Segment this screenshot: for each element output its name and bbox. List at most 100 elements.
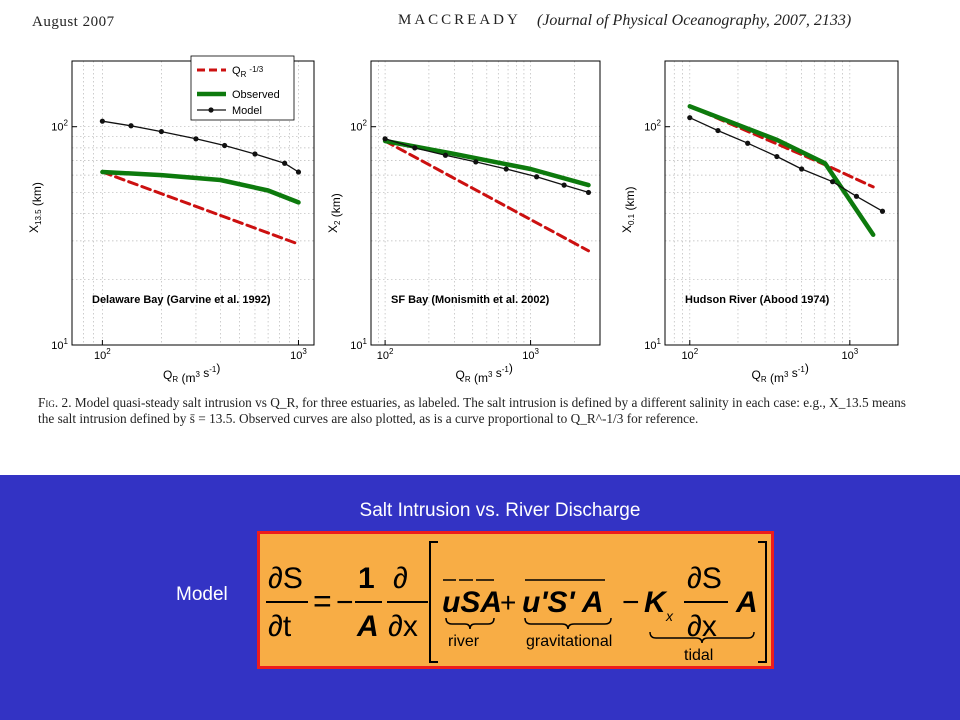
model-point — [879, 208, 886, 214]
observed-line — [382, 138, 591, 188]
x-tick-label: 103 — [290, 347, 307, 362]
model-point — [745, 140, 751, 146]
x-tick-label: 103 — [522, 347, 539, 362]
x-axis-label: QR (m3 s-1) — [456, 361, 513, 385]
x-tick-label: 102 — [681, 347, 698, 362]
eq-dS: ∂S — [268, 562, 303, 595]
author-name: MACCREADY — [398, 12, 521, 28]
caption-text: Model quasi-steady salt intrusion vs Q_R… — [38, 395, 906, 426]
figure-caption: Fig. 2. Model quasi-steady salt intrusio… — [38, 395, 918, 427]
y-axis-label: X2 (km) — [326, 193, 343, 233]
model-point — [252, 151, 258, 157]
model-point — [687, 115, 693, 121]
label-gravitational: gravitational — [526, 633, 612, 650]
model-point — [799, 166, 805, 172]
eq-one: 1 — [358, 562, 375, 595]
model-point — [158, 128, 165, 135]
equation-box: ∂S ∂t = − 1 A ∂ ∂x uSA river + u'S' A gr… — [257, 531, 774, 669]
caption-fig-label: Fig. 2. — [38, 395, 72, 410]
eq-underbrace-gravitational — [524, 617, 612, 630]
legend-model-marker — [208, 107, 214, 113]
y-tick-label: 102 — [644, 119, 661, 134]
model-point — [561, 182, 567, 188]
y-tick-label: 102 — [51, 119, 68, 134]
model-point — [282, 160, 288, 166]
eq-equals: = — [313, 583, 332, 619]
model-point — [99, 118, 105, 124]
eq-dt: ∂t — [268, 610, 292, 643]
chart-annotation: SF Bay (Monismith et al. 2002) — [391, 294, 550, 306]
x-tick-label: 103 — [841, 347, 858, 362]
eq-dx: ∂x — [388, 610, 418, 643]
y-axis-label: X13.5 (km) — [27, 182, 44, 233]
model-point — [442, 152, 449, 158]
chart-annotation: Delaware Bay (Garvine et al. 1992) — [92, 294, 271, 306]
eq-usa-prime: u'S' A — [522, 586, 604, 619]
model-point — [534, 174, 540, 180]
model-point — [412, 145, 418, 151]
model-point — [503, 166, 509, 172]
equation: ∂S ∂t = − 1 A ∂ ∂x uSA river + u'S' A gr… — [266, 541, 767, 664]
observed-line — [100, 169, 301, 205]
chart-legend: QR -1/3 Observed Model — [190, 55, 295, 121]
x-axis-label: QR (m3 s-1) — [163, 361, 220, 385]
eq-d: ∂ — [393, 562, 408, 595]
observed-line — [687, 104, 876, 237]
legend-model-label: Model — [232, 105, 262, 117]
y-tick-label: 101 — [644, 337, 661, 352]
eq-K-subscript: x — [665, 608, 674, 624]
eq-usa: uSA — [442, 586, 502, 619]
label-river: river — [448, 633, 480, 650]
chart-annotation: Hudson River (Abood 1974) — [685, 294, 830, 306]
model-point — [715, 127, 721, 134]
axes-frame — [370, 60, 601, 346]
journal-date: August 2007 — [32, 14, 115, 30]
model-label: Model — [176, 584, 228, 605]
eq-left-bracket — [429, 541, 438, 663]
model-point — [829, 179, 836, 185]
model-line — [384, 138, 590, 194]
model-point — [473, 159, 479, 165]
model-line — [101, 120, 300, 173]
y-tick-label: 102 — [350, 119, 367, 134]
eq-A2: A — [735, 586, 758, 619]
eq-minus: − — [622, 586, 640, 619]
eq-minus: − — [336, 586, 354, 619]
y-axis-label: X0.1 (km) — [620, 187, 637, 233]
ref-line — [100, 170, 300, 246]
model-point — [128, 123, 134, 129]
eq-underbrace-river — [445, 617, 495, 630]
model-point — [585, 189, 592, 196]
y-tick-label: 101 — [350, 337, 367, 352]
eq-right-bracket — [758, 541, 767, 663]
model-point — [221, 142, 228, 149]
model-point — [382, 136, 388, 142]
model-point — [193, 136, 199, 142]
label-tidal: tidal — [684, 647, 713, 664]
chart-hudson-river: 102 103 101 102 QR (m3 s-1) X0.1 (km) Hudson R… — [620, 60, 899, 385]
ref-line — [383, 139, 590, 253]
legend-ref-label: QR -1/3 — [232, 65, 264, 80]
chart-sf-bay: 102 103 101 102 QR (m3 s-1) X2 (km) SF Bay (Mo… — [326, 60, 601, 385]
eq-dS: ∂S — [687, 562, 722, 595]
citation: (Journal of Physical Oceanography, 2007,… — [537, 12, 852, 29]
x-tick-label: 102 — [377, 347, 394, 362]
model-point — [295, 169, 302, 175]
axes-frame — [664, 60, 899, 346]
y-tick-label: 101 — [51, 337, 68, 352]
x-axis-label: QR (m3 s-1) — [752, 361, 809, 385]
x-tick-label: 102 — [94, 347, 111, 362]
slide-title: Salt Intrusion vs. River Discharge — [359, 500, 641, 521]
eq-A: A — [356, 610, 379, 643]
figure-page: August 2007 MACCREADY (Journal of Physic… — [27, 12, 918, 427]
model-point — [853, 193, 860, 199]
model-line — [689, 117, 884, 212]
legend-observed-label: Observed — [232, 89, 280, 101]
legend-box — [190, 55, 295, 121]
chart-delaware-bay: 102 103 101 102 QR (m3 s-1) X13.5 (km) Delawar… — [27, 60, 315, 385]
eq-plus: + — [500, 587, 516, 618]
eq-underbrace-tidal — [649, 631, 755, 644]
charts-area: 102 103 101 102 QR (m3 s-1) X13.5 (km) Delawar… — [27, 55, 899, 385]
model-point — [774, 153, 780, 160]
eq-K: K — [644, 586, 668, 619]
